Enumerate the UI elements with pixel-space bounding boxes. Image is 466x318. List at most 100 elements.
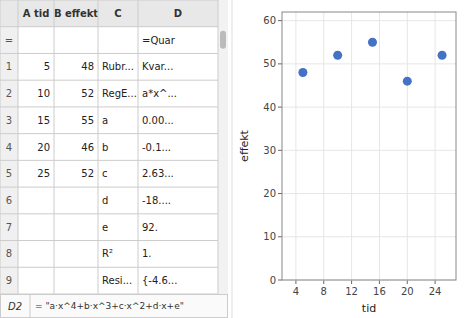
cell: b <box>102 142 108 153</box>
tick-label: 30 <box>263 145 276 156</box>
grid-line <box>282 20 456 21</box>
tick <box>278 280 282 281</box>
scatter: 48121620240102030405060tideffekt <box>238 12 456 315</box>
row-number: 5 <box>6 168 12 179</box>
grid-line <box>295 12 296 280</box>
cell: 55 <box>81 115 94 126</box>
row-number-bg <box>0 267 18 294</box>
tick <box>295 280 296 284</box>
cell: Kvar... <box>142 61 173 72</box>
table-grid <box>0 26 218 27</box>
cell: 20 <box>37 142 50 153</box>
grid-line <box>282 63 456 64</box>
cell-reference: D2 <box>8 301 22 312</box>
row-number-bg <box>0 27 18 54</box>
row-number: = <box>5 35 13 46</box>
tick-label: 8 <box>321 286 327 297</box>
cell: d <box>102 195 108 206</box>
tick-label: 4 <box>293 286 299 297</box>
row-number-bg <box>0 134 18 161</box>
panel-divider <box>232 0 233 318</box>
row-number-bg <box>0 187 18 214</box>
column-header: B effekt <box>54 8 98 19</box>
cell: c <box>102 168 108 179</box>
grid-line <box>407 12 408 280</box>
grid-line <box>435 12 436 280</box>
tick <box>278 236 282 237</box>
tick <box>278 63 282 64</box>
grid-line <box>282 193 456 194</box>
tick-label: 24 <box>429 286 442 297</box>
cell: -18.... <box>142 195 171 206</box>
table-grid <box>0 106 218 107</box>
table-grid <box>18 0 19 294</box>
table-grid <box>54 0 55 294</box>
x-axis-label: tid <box>362 302 376 315</box>
chart-root: A tidB effektCD==Quar1548Rubr...Kvar...2… <box>0 0 466 318</box>
cell: 5 <box>44 61 50 72</box>
cell: 25 <box>37 168 50 179</box>
scrollbar <box>218 0 228 294</box>
scroll-thumb <box>220 31 226 49</box>
tick-label: 20 <box>263 188 276 199</box>
table-grid <box>218 0 219 294</box>
tick-label: 60 <box>263 15 276 26</box>
row-number-bg <box>0 214 18 241</box>
point <box>403 77 412 86</box>
cell: 0.00... <box>142 115 174 126</box>
table-grid <box>0 0 218 1</box>
cell: RegE... <box>102 88 137 99</box>
point <box>298 68 307 77</box>
formula-text: = "a·x^4+b·x^3+c·x^2+d·x+e" <box>35 301 184 311</box>
table-grid <box>0 53 218 54</box>
tick-label: 10 <box>263 231 276 242</box>
cell: a <box>102 115 108 126</box>
tick-label: 0 <box>270 275 276 286</box>
tick <box>278 20 282 21</box>
cell: 48 <box>81 61 94 72</box>
table-grid <box>0 267 218 268</box>
table-grid <box>138 0 139 294</box>
table-grid <box>98 0 99 294</box>
cell: 46 <box>81 142 94 153</box>
tick <box>407 280 408 284</box>
table-grid <box>0 160 218 161</box>
table-grid <box>0 80 218 81</box>
table-grid <box>0 0 1 294</box>
point <box>368 38 377 47</box>
grid-line <box>323 12 324 280</box>
cell: -0.1... <box>142 142 171 153</box>
grid-line <box>351 12 352 280</box>
column-header: D <box>174 8 182 19</box>
plot-area <box>282 12 456 280</box>
tick <box>351 280 352 284</box>
cell: Rubr... <box>102 61 134 72</box>
row-number-bg <box>0 160 18 187</box>
tick-label: 50 <box>263 58 276 69</box>
row-number: 7 <box>6 222 12 233</box>
table-grid <box>0 240 218 241</box>
row-number: 1 <box>6 61 12 72</box>
background <box>0 0 466 318</box>
cell: 92. <box>142 222 158 233</box>
table-grid <box>0 133 218 134</box>
cell: a*x^... <box>142 88 177 99</box>
tick <box>323 280 324 284</box>
table-grid <box>0 213 218 214</box>
row-number-bg <box>0 80 18 107</box>
grid-line <box>282 236 456 237</box>
cell: 10 <box>37 88 50 99</box>
column-header: C <box>114 8 121 19</box>
tick <box>278 150 282 151</box>
cell: 52 <box>81 168 94 179</box>
grid-line <box>282 107 456 108</box>
tick <box>435 280 436 284</box>
point <box>333 51 342 60</box>
tick <box>278 107 282 108</box>
cell: =Quar <box>142 35 176 46</box>
tick-label: 20 <box>401 286 414 297</box>
tick <box>379 280 380 284</box>
formula-bar <box>1 295 228 318</box>
row-number-bg <box>0 53 18 80</box>
formula-divider <box>30 294 31 318</box>
